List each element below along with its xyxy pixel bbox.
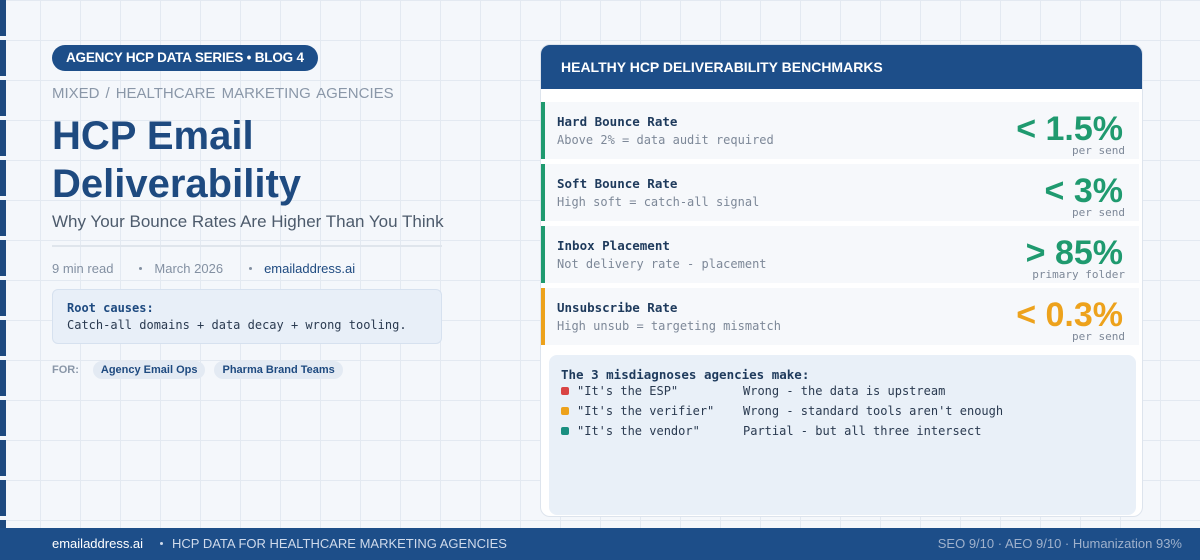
meta-item: March 2026 — [154, 261, 224, 276]
benchmark-row: Unsubscribe Rate High unsub = targeting m… — [541, 288, 1139, 345]
marker — [561, 407, 569, 415]
misdiagnosis-quote: "It's the verifier" — [577, 404, 715, 418]
audience: FOR: Agency Email Ops Pharma Brand Teams — [52, 361, 352, 379]
benchmark-title: Hard Bounce Rate — [557, 114, 678, 129]
benchmark-title: Unsubscribe Rate — [557, 300, 678, 315]
benchmark-value: < 0.3% — [1016, 296, 1123, 334]
benchmark-title: Soft Bounce Rate — [557, 176, 678, 191]
breadcrumb: MIXED / HEALTHCARE MARKETING AGENCIES — [52, 85, 400, 102]
misdiagnoses-heading: The 3 misdiagnoses agencies make: — [561, 367, 810, 382]
benchmark-row: Hard Bounce Rate Above 2% = data audit re… — [541, 102, 1139, 159]
benchmark-value: > 85% — [1025, 234, 1123, 272]
series-pill: AGENCY HCP DATA SERIES • BLOG 4 — [52, 45, 318, 71]
benchmark-note: High soft = catch-all signal — [557, 195, 760, 209]
meta-item: 9 min read — [52, 261, 114, 276]
benchmark-note: High unsub = targeting mismatch — [557, 319, 781, 333]
title-line: HCP Email — [52, 114, 254, 158]
meta-item: emailaddress.ai — [264, 261, 356, 276]
side-stripe — [0, 0, 6, 528]
marker — [561, 427, 569, 435]
audience-tag: Agency Email Ops — [92, 361, 206, 379]
meta: 9 min read March 2026 emailaddress.ai — [52, 261, 355, 276]
benchmark-row: Inbox Placement Not delivery rate - place… — [541, 226, 1139, 283]
benchmark-note: Above 2% = data audit required — [557, 133, 774, 147]
separator — [139, 267, 143, 270]
breadcrumb-item: HEALTHCARE MARKETING AGENCIES — [115, 85, 394, 102]
marker — [561, 387, 569, 395]
benchmark-row: Soft Bounce Rate High soft = catch-all si… — [541, 164, 1139, 221]
benchmark-note: Not delivery rate - placement — [557, 257, 767, 271]
misdiagnosis-quote: "It's the ESP" — [577, 384, 679, 398]
separator — [249, 267, 253, 270]
root-causes-heading: Root causes: — [67, 301, 154, 315]
benchmark-value: < 1.5% — [1016, 110, 1123, 148]
breadcrumb-item: MIXED — [52, 85, 100, 102]
root-causes-text: Catch-all domains + data decay + wrong t… — [67, 318, 407, 332]
footer-site: emailaddress.ai — [52, 536, 144, 551]
misdiagnosis-verdict: Wrong - standard tools aren't enough — [743, 404, 1004, 418]
misdiagnoses: The 3 misdiagnoses agencies make: "It's … — [549, 355, 1136, 515]
benchmark-title: Inbox Placement — [557, 238, 670, 253]
card-header: HEALTHY HCP DELIVERABILITY BENCHMARKS — [541, 45, 1142, 89]
footer-scores: SEO 9/10 · AEO 9/10 · Humanization 93% — [937, 536, 1182, 551]
misdiagnosis-quote: "It's the vendor" — [577, 424, 700, 438]
audience-label: FOR: — [52, 364, 79, 376]
footer: emailaddress.ai HCP DATA FOR HEALTHCARE … — [0, 528, 1200, 560]
misdiagnosis-verdict: Wrong - the data is upstream — [743, 384, 946, 398]
benchmark-unit: primary folder — [1032, 268, 1125, 281]
misdiagnosis-verdict: Partial - but all three intersect — [743, 424, 982, 438]
benchmark-unit: per send — [1072, 330, 1125, 343]
benchmark-card: HEALTHY HCP DELIVERABILITY BENCHMARKS Th… — [540, 44, 1143, 517]
audience-tag: Pharma Brand Teams — [214, 361, 343, 379]
subtitle: Why Your Bounce Rates Are Higher Than Yo… — [52, 212, 444, 231]
separator — [160, 542, 163, 545]
divider — [52, 245, 442, 247]
title-line: Deliverability — [52, 162, 302, 206]
benchmark-unit: per send — [1072, 144, 1125, 157]
root-causes: Root causes: Catch-all domains + data de… — [52, 289, 442, 344]
benchmark-unit: per send — [1072, 206, 1125, 219]
benchmark-value: < 3% — [1044, 172, 1123, 210]
footer-tagline: HCP DATA FOR HEALTHCARE MARKETING AGENCI… — [172, 536, 507, 551]
breadcrumb-item: / — [105, 85, 110, 102]
title: HCP Email Deliverability — [52, 112, 301, 208]
